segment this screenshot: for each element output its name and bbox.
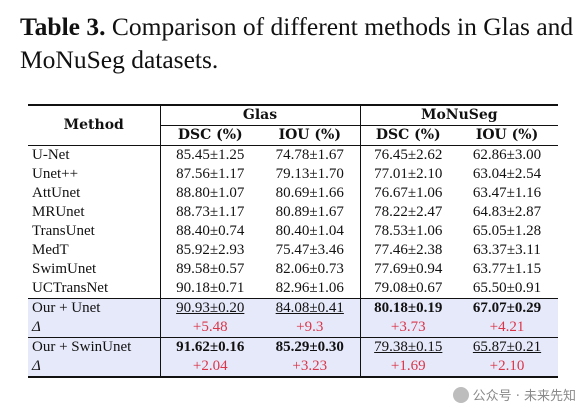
watermark-text: 公众号 · 未来先知 [472,389,576,404]
table-row: UCTransNet 90.18±0.71 82.96±1.06 79.08±0… [28,279,558,299]
table-cell: 76.45±2.62 [359,145,457,165]
table-cell: 85.45±1.25 [159,145,260,165]
table-row: MRUnet 88.73±1.17 80.89±1.67 78.22±2.47 … [28,203,558,222]
table-cell: 62.86±3.00 [456,145,559,165]
table-cell: 77.01±2.10 [359,165,457,184]
table-cell: 80.18±0.19 [359,298,457,318]
table-cell: 75.47±3.46 [275,242,344,258]
table-cell: 77.69±0.94 [359,260,457,279]
table-cell: 82.96±1.06 [275,280,344,296]
table-cell: 78.22±2.47 [359,203,457,222]
table-cell: 80.40±1.04 [275,223,344,239]
table-cell: 63.37±3.11 [473,242,541,258]
delta-cell: +9.3 [260,318,361,338]
table-cell: 88.80±1.07 [159,184,260,203]
ours-row: Our + SwinUnet 91.62±0.16 85.29±0.30 79.… [28,337,559,357]
table-cell: 91.62±0.16 [159,337,260,357]
delta-cell: +3.73 [359,318,457,338]
table-cell: 79.13±1.70 [275,166,344,182]
table-cell: 90.93±0.20 [159,298,260,318]
table-cell: 63.04±2.54 [472,166,542,182]
table-cell: 80.89±1.67 [275,204,344,220]
header-group-glas: Glas [159,104,361,126]
method-name: MRUnet [32,204,85,220]
delta-cell: +2.04 [159,357,260,378]
table-cell: 77.46±2.38 [359,241,457,260]
table-cell: 78.53±1.06 [359,222,457,241]
delta-label: Δ [28,318,160,338]
table-cell: 67.07±0.29 [456,298,559,318]
table-cell: 84.08±0.41 [260,298,361,318]
table-row: TransUnet 88.40±0.74 80.40±1.04 78.53±1.… [28,222,558,241]
table-cell: 79.08±0.67 [359,279,457,299]
method-name: TransUnet [32,223,95,239]
table-cell: 74.78±1.67 [260,145,361,165]
table-row: Unet++ 87.56±1.17 79.13±1.70 77.01±2.10 … [28,165,558,184]
table-cell: 87.56±1.17 [159,165,260,184]
table-row: MedT 85.92±2.93 75.47±3.46 77.46±2.38 63… [28,241,558,260]
delta-row: Δ +2.04 +3.23 +1.69 +2.10 [28,357,559,378]
table-cell: 63.47±1.16 [472,185,542,201]
table-row: U-Net 85.45±1.25 74.78±1.67 76.45±2.62 6… [28,145,559,165]
delta-cell: +3.23 [260,357,361,378]
ours-row: Our + Unet 90.93±0.20 84.08±0.41 80.18±0… [28,298,559,318]
method-name: Our + SwinUnet [28,337,160,357]
caption-text: Comparison of different methods in Glas … [20,12,574,74]
delta-cell: +2.10 [456,357,559,378]
delta-cell: +5.48 [159,318,260,338]
header-metric: DSC (%) [159,125,260,146]
watermark: 公众号 · 未来先知 [452,385,576,404]
table-cell: 64.83±2.87 [472,204,542,220]
table-cell: 76.67±1.06 [359,184,457,203]
header-metric: DSC (%) [359,125,457,146]
caption-label: Table 3. [20,12,106,41]
table-cell: 85.92±2.93 [159,241,260,260]
table-cell: 65.05±1.28 [472,223,542,239]
comparison-table: Method Glas MoNuSeg DSC (%) IOU (%) DSC … [28,104,559,378]
delta-cell: +4.21 [456,318,559,338]
table-cell: 80.69±1.66 [275,185,344,201]
table-cell: 65.87±0.21 [456,337,559,357]
table-cell: 88.73±1.17 [159,203,260,222]
table-row: AttUnet 88.80±1.07 80.69±1.66 76.67±1.06… [28,184,558,203]
method-name: U-Net [28,145,160,165]
table-cell: 90.18±0.71 [159,279,260,299]
table-cell: 89.58±0.57 [159,260,260,279]
header-group-row: Method Glas MoNuSeg [28,104,559,146]
method-name: Our + Unet [28,298,160,318]
table-cell: 82.06±0.73 [275,261,344,277]
table-cell: 79.38±0.15 [359,337,457,357]
wechat-icon [452,386,469,403]
table-cell: 88.40±0.74 [159,222,260,241]
header-metric-row: DSC (%) IOU (%) DSC (%) IOU (%) [28,125,558,146]
method-name: Unet++ [32,166,79,182]
table-caption: Table 3. Comparison of different methods… [20,10,576,76]
method-name: SwimUnet [32,261,97,277]
delta-row: Δ +5.48 +9.3 +3.73 +4.21 [28,318,559,338]
table-row: SwimUnet 89.58±0.57 82.06±0.73 77.69±0.9… [28,260,558,279]
delta-label: Δ [28,357,160,378]
table-cell: 63.77±1.15 [472,261,542,277]
table-cell: 85.29±0.30 [260,337,361,357]
header-metric: IOU (%) [475,127,539,143]
header-method: Method [28,104,160,146]
table-cell: 65.50±0.91 [472,280,542,296]
delta-cell: +1.69 [359,357,457,378]
method-name: AttUnet [32,185,81,201]
header-group-monuseg: MoNuSeg [359,104,559,126]
method-name: UCTransNet [32,280,109,296]
method-name: MedT [32,242,69,258]
header-metric: IOU (%) [278,127,341,143]
